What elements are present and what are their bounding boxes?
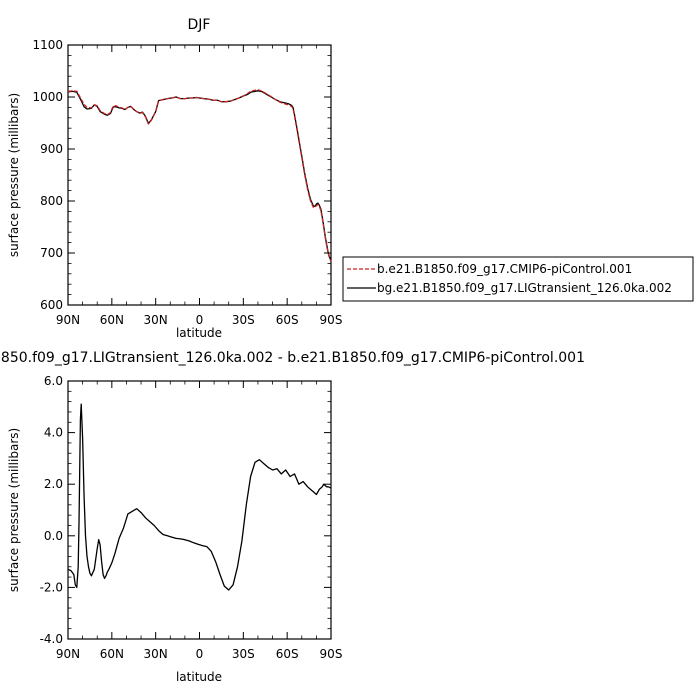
top-y-tick-label: 900 <box>40 142 63 156</box>
bottom-y-tick-label: -2.0 <box>40 580 63 594</box>
bottom-x-tick-label: 30N <box>144 647 168 661</box>
top-x-tick-label: 90N <box>56 313 80 327</box>
top-x-tick-label: 90S <box>320 313 343 327</box>
top-y-tick-label: 700 <box>40 246 63 260</box>
bottom-x-tick-label: 60N <box>100 647 124 661</box>
bottom-y-tick-label: 6.0 <box>44 374 63 388</box>
top-y-tick-label: 1000 <box>32 90 63 104</box>
top-x-axis-label: latitude <box>176 326 222 340</box>
top-y-tick-label: 1100 <box>32 38 63 52</box>
bottom-panel: bg.e21.B1850.f09_g17.LIGtransient_126.0k… <box>0 350 585 684</box>
bottom-x-tick-label: 90S <box>320 647 343 661</box>
top-x-tick-label: 60N <box>100 313 124 327</box>
bottom-y-tick-label: 0.0 <box>44 529 63 543</box>
bottom-x-axis: 90N 60N 30N 0 30S 60S 90S <box>56 381 343 661</box>
bottom-plot-frame <box>67 380 332 640</box>
bottom-x-tick-label: 0 <box>196 647 204 661</box>
top-x-tick-label: 60S <box>276 313 299 327</box>
legend: b.e21.B1850.f09_g17.CMIP6-piControl.001 … <box>342 256 694 302</box>
top-y-axis: 600 700 800 900 1000 1100 <box>32 38 331 312</box>
bottom-y-tick-label: -4.0 <box>40 632 63 646</box>
legend-label-ligtransient: bg.e21.B1850.f09_g17.LIGtransient_126.0k… <box>377 281 672 295</box>
legend-box <box>342 256 694 302</box>
top-x-tick-label: 0 <box>196 313 204 327</box>
bottom-y-tick-label: 4.0 <box>44 426 63 440</box>
top-x-tick-label: 30N <box>144 313 168 327</box>
top-series-group <box>67 89 332 262</box>
top-plot-frame <box>67 44 332 306</box>
top-y-tick-label: 800 <box>40 194 63 208</box>
bottom-y-tick-label: 2.0 <box>44 477 63 491</box>
bottom-y-axis-label: surface pressure (millibars) <box>7 428 21 592</box>
bottom-series-group <box>67 403 332 591</box>
bottom-x-tick-label: 30S <box>232 647 255 661</box>
top-series-line-0 <box>67 89 332 262</box>
bottom-x-tick-label: 60S <box>276 647 299 661</box>
top-x-tick-label: 30S <box>232 313 255 327</box>
bottom-x-tick-label: 90N <box>56 647 80 661</box>
top-series-line-1 <box>67 90 332 261</box>
bottom-title: bg.e21.B1850.f09_g17.LIGtransient_126.0k… <box>0 350 585 366</box>
top-y-tick-label: 600 <box>40 298 63 312</box>
top-x-axis: 90N 60N 30N 0 30S 60S 90S <box>56 45 343 327</box>
legend-label-picontrol: b.e21.B1850.f09_g17.CMIP6-piControl.001 <box>377 262 632 276</box>
bottom-y-axis: -4.0 -2.0 0.0 2.0 4.0 6.0 <box>40 374 331 646</box>
bottom-series-line-0 <box>67 403 332 591</box>
top-y-axis-label: surface pressure (millibars) <box>7 93 21 257</box>
bottom-x-axis-label: latitude <box>176 670 222 684</box>
top-title: DJF <box>188 17 211 33</box>
